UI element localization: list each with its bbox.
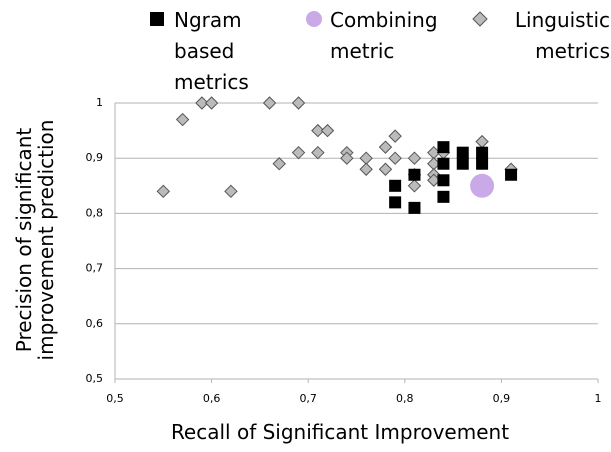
legend-marker-box	[472, 11, 488, 27]
square-marker	[408, 201, 421, 214]
legend-marker-box	[150, 12, 164, 26]
legend-item: Combining metric	[304, 5, 454, 105]
diamond-marker	[262, 96, 277, 110]
diamond-marker	[320, 123, 335, 138]
square-marker	[408, 168, 421, 181]
y-tick-label: 0,6	[86, 317, 104, 330]
square-marker	[456, 146, 469, 159]
diamond-marker	[272, 157, 286, 171]
legend-item: Ngram based metrics	[148, 5, 258, 105]
diamond-marker	[388, 129, 402, 143]
legend-item: Linguistic metrics	[470, 5, 610, 105]
diamond-marker	[407, 179, 422, 193]
square-marker	[437, 190, 450, 203]
diamond-marker	[156, 184, 171, 199]
square-marker	[437, 174, 450, 187]
x-tick-label: 0,6	[203, 392, 221, 405]
diamond-marker	[175, 112, 190, 127]
y-tick-label: 0,7	[86, 262, 104, 275]
x-axis-title: Recall of Significant Improvement	[170, 420, 510, 444]
y-tick-label: 0,8	[86, 206, 104, 219]
square-marker	[437, 157, 450, 170]
diamond-marker	[388, 151, 402, 165]
diamond-marker	[291, 145, 306, 160]
legend-marker	[150, 12, 164, 26]
square-marker	[437, 141, 450, 154]
legend-label: Linguistic metrics	[514, 8, 610, 63]
y-tick-label: 1	[96, 96, 103, 109]
legend-marker	[306, 11, 322, 27]
diamond-marker	[340, 151, 354, 165]
y-tick-label: 0,9	[86, 151, 104, 164]
diamond-marker	[378, 140, 393, 154]
x-tick-label: 0,5	[106, 392, 124, 405]
legend-marker	[472, 11, 488, 27]
diamond-marker	[359, 162, 373, 176]
diamond-marker	[407, 151, 422, 165]
square-marker	[389, 196, 402, 209]
legend-label: Ngram based metrics	[174, 8, 249, 94]
circle-marker	[470, 173, 495, 198]
diamond-marker	[291, 96, 306, 110]
y-axis-title: Precision of significant improvement pre…	[12, 119, 58, 361]
diamond-marker	[475, 134, 489, 149]
diamond-marker	[311, 145, 325, 160]
square-marker	[505, 168, 518, 181]
x-tick-label: 0,9	[493, 392, 511, 405]
square-marker	[389, 179, 402, 192]
diamond-marker	[224, 184, 238, 199]
diamond-marker	[378, 162, 393, 176]
x-tick-label: 0,7	[299, 392, 317, 405]
diamond-marker	[204, 96, 219, 110]
diamond-marker	[359, 151, 373, 165]
square-marker	[476, 157, 489, 170]
diamond-marker	[195, 96, 209, 110]
legend-label: Combining metric	[330, 8, 438, 63]
square-marker	[476, 146, 489, 159]
legend-marker-box	[306, 11, 322, 27]
y-tick-label: 0,5	[86, 372, 104, 385]
x-tick-label: 1	[595, 392, 602, 405]
square-marker	[456, 157, 469, 170]
diamond-marker	[311, 123, 325, 138]
x-tick-label: 0,8	[396, 392, 414, 405]
